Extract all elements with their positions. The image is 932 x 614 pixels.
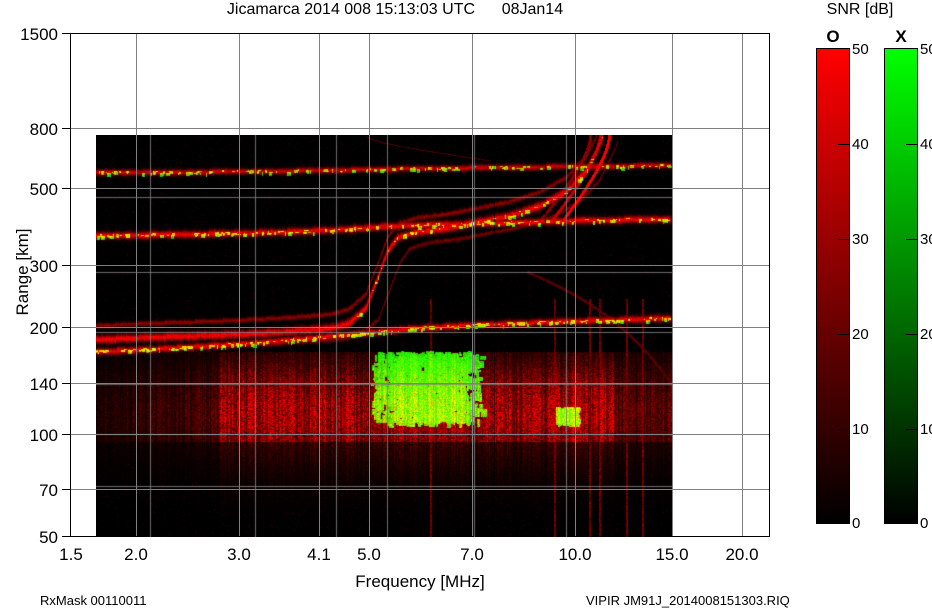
gridline-3.0 [239,34,240,536]
cb-o-dash-20 [838,334,850,335]
cb-o-tick-20: 20 [852,326,869,343]
gridline-140 [71,383,769,384]
xtick-label-10.0: 10.0 [558,545,592,564]
cb-x-tick-50: 50 [920,41,932,58]
cb-x-tick-30: 30 [920,231,932,248]
xtick-label-7.0: 7.0 [460,545,484,564]
gridline-7.0 [472,34,473,536]
ytick-label-70: 70 [39,481,58,500]
xtick-label-20.0: 20.0 [725,545,759,564]
colorbar-x-label: X [895,27,907,46]
ytick-label-200: 200 [29,319,58,338]
gridline-300 [71,265,769,266]
xtick-label-2.0: 2.0 [124,545,148,564]
cb-x-tick-40: 40 [920,136,932,153]
cb-o-tick-40: 40 [852,136,869,153]
ytick-label-300: 300 [29,257,58,276]
ytick-mark-50 [62,536,71,537]
ytick-mark-300 [62,265,71,266]
cb-o-dash-30 [838,239,850,240]
ytick-mark-100 [62,434,71,435]
colorbar-title: SNR [dB] [826,1,894,18]
ytick-label-500: 500 [29,180,58,199]
cb-o-tick-0: 0 [852,515,861,532]
cb-o-tick-30: 30 [852,231,869,248]
ytick-mark-70 [62,489,71,490]
ytick-mark-1500 [62,33,71,34]
y-axis-label: Range [km] [13,228,32,316]
cb-o-tick-10: 10 [852,421,869,438]
ytick-mark-200 [62,327,71,328]
xtick-label-3.0: 3.0 [227,545,251,564]
gridline-4.1 [319,34,320,536]
ytick-mark-800 [62,128,71,129]
gridline-70 [71,489,769,490]
page-title: Jicamarca 2014 008 15:13:03 UTC 08Jan14 [226,1,564,18]
ionogram-heatmap [96,135,672,537]
cb-x-dash-10 [906,429,918,430]
colorbar-o-mode [816,48,850,524]
xtick-label-15.0: 15.0 [655,545,689,564]
ytick-mark-140 [62,383,71,384]
x-axis-label: Frequency [MHz] [355,572,485,591]
gridline-500 [71,188,769,189]
cb-o-tick-50: 50 [852,41,869,58]
gridline-800 [71,128,769,129]
xtick-label-4.1: 4.1 [307,545,331,564]
footer-rxmask: RxMask 00110011 [40,593,147,608]
cb-x-dash-40 [906,144,918,145]
colorbar-x-mode [884,48,918,524]
gridline-200 [71,327,769,328]
cb-x-tick-10: 10 [920,421,932,438]
ytick-label-50: 50 [39,528,58,547]
cb-x-dash-20 [906,334,918,335]
gridline-100 [71,434,769,435]
ytick-label-800: 800 [29,120,58,139]
cb-x-tick-0: 0 [920,515,929,532]
footer-filename: VIPIR JM91J_2014008151303.RIQ [586,593,790,608]
gridline-5.0 [369,34,370,536]
gridline-10.0 [575,34,576,536]
ytick-mark-500 [62,188,71,189]
cb-x-tick-20: 20 [920,326,932,343]
colorbar-o-label: O [826,27,840,46]
cb-o-dash-40 [838,144,850,145]
ytick-label-140: 140 [29,375,58,394]
xtick-label-5.0: 5.0 [357,545,381,564]
xtick-label-1.5: 1.5 [59,545,83,564]
ytick-label-1500: 1500 [20,25,58,44]
ytick-label-100: 100 [29,426,58,445]
gridline-15.0 [672,34,673,536]
cb-o-dash-10 [838,429,850,430]
gridline-2.0 [136,34,137,536]
cb-x-dash-30 [906,239,918,240]
gridline-20.0 [742,34,743,536]
